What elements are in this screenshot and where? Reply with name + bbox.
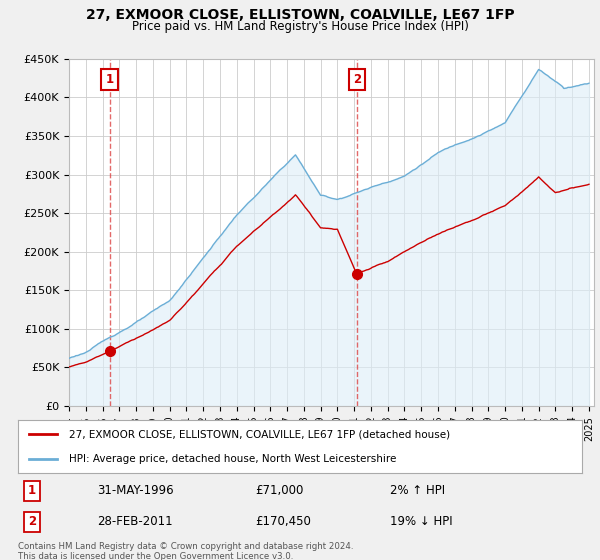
Text: 27, EXMOOR CLOSE, ELLISTOWN, COALVILLE, LE67 1FP: 27, EXMOOR CLOSE, ELLISTOWN, COALVILLE, … xyxy=(86,8,514,22)
Text: 27, EXMOOR CLOSE, ELLISTOWN, COALVILLE, LE67 1FP (detached house): 27, EXMOOR CLOSE, ELLISTOWN, COALVILLE, … xyxy=(69,430,450,440)
Text: 28-FEB-2011: 28-FEB-2011 xyxy=(97,515,173,529)
Text: Price paid vs. HM Land Registry's House Price Index (HPI): Price paid vs. HM Land Registry's House … xyxy=(131,20,469,32)
Text: Contains HM Land Registry data © Crown copyright and database right 2024.
This d: Contains HM Land Registry data © Crown c… xyxy=(18,542,353,560)
Text: 1: 1 xyxy=(28,484,36,497)
Text: 19% ↓ HPI: 19% ↓ HPI xyxy=(390,515,453,529)
Text: 2% ↑ HPI: 2% ↑ HPI xyxy=(390,484,445,497)
Text: £170,450: £170,450 xyxy=(255,515,311,529)
Text: £71,000: £71,000 xyxy=(255,484,303,497)
Text: 31-MAY-1996: 31-MAY-1996 xyxy=(97,484,173,497)
Text: HPI: Average price, detached house, North West Leicestershire: HPI: Average price, detached house, Nort… xyxy=(69,454,396,464)
Text: 2: 2 xyxy=(28,515,36,529)
Text: 2: 2 xyxy=(353,73,361,86)
Text: 1: 1 xyxy=(106,73,113,86)
